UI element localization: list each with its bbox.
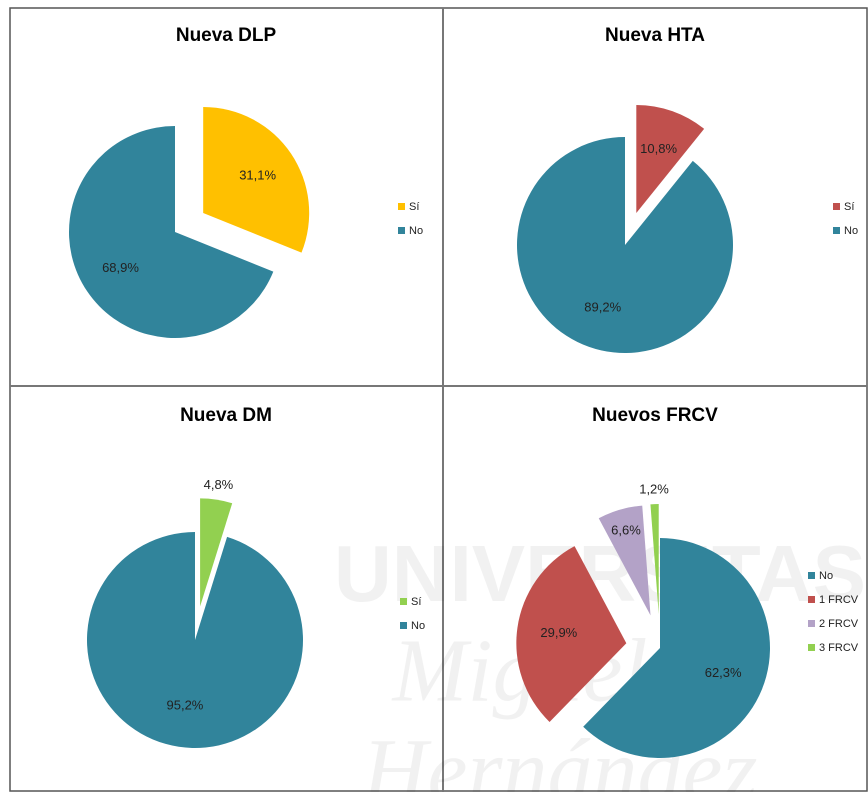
pie-slice (598, 505, 651, 616)
data-label: 62,3% (705, 665, 742, 680)
chart-title: Nueva DM (180, 405, 272, 426)
data-label: 6,6% (611, 522, 641, 537)
data-label: 95,2% (167, 698, 204, 713)
data-label: 10,8% (640, 141, 677, 156)
chart-title: Nueva DLP (176, 25, 277, 46)
legend-swatch (808, 572, 815, 579)
data-label: 1,2% (639, 482, 669, 497)
data-label: 4,8% (204, 477, 234, 492)
legend-label: 2 FRCV (819, 618, 859, 630)
watermark: UNIVERSITAS Miguel Hernández (334, 529, 866, 792)
legend-label: No (819, 570, 833, 582)
legend-swatch (398, 203, 405, 210)
legend-label: No (844, 225, 858, 237)
legend-label: Sí (409, 201, 419, 213)
legend-label: No (411, 620, 425, 632)
pie-slice (68, 126, 274, 338)
legend-label: 1 FRCV (819, 594, 859, 606)
legend-label: 3 FRCV (819, 642, 859, 654)
data-label: 89,2% (584, 300, 621, 315)
pie-slice (517, 137, 733, 354)
legend-swatch (808, 620, 815, 627)
pie-slice (200, 498, 233, 607)
pie-slice (583, 538, 770, 758)
legend-swatch (400, 622, 407, 629)
legend-swatch (833, 203, 840, 210)
legend-swatch (833, 227, 840, 234)
legend-swatch (808, 644, 815, 651)
legend-swatch (808, 596, 815, 603)
pie-slice (516, 546, 627, 722)
pie-slice (636, 104, 705, 213)
pie-slice (203, 106, 310, 253)
legend-swatch (398, 227, 405, 234)
data-label: 31,1% (239, 168, 276, 183)
data-label: 29,9% (540, 625, 577, 640)
legend-label: Sí (844, 201, 854, 213)
data-label: 68,9% (102, 260, 139, 275)
chart-title: Nueva HTA (605, 25, 705, 46)
pie-slice (87, 532, 303, 748)
legend-swatch (400, 598, 407, 605)
chart-title: Nuevos FRCV (592, 405, 718, 426)
pie-slice (650, 504, 659, 615)
legend-label: No (409, 225, 423, 237)
legend-label: Sí (411, 596, 421, 608)
